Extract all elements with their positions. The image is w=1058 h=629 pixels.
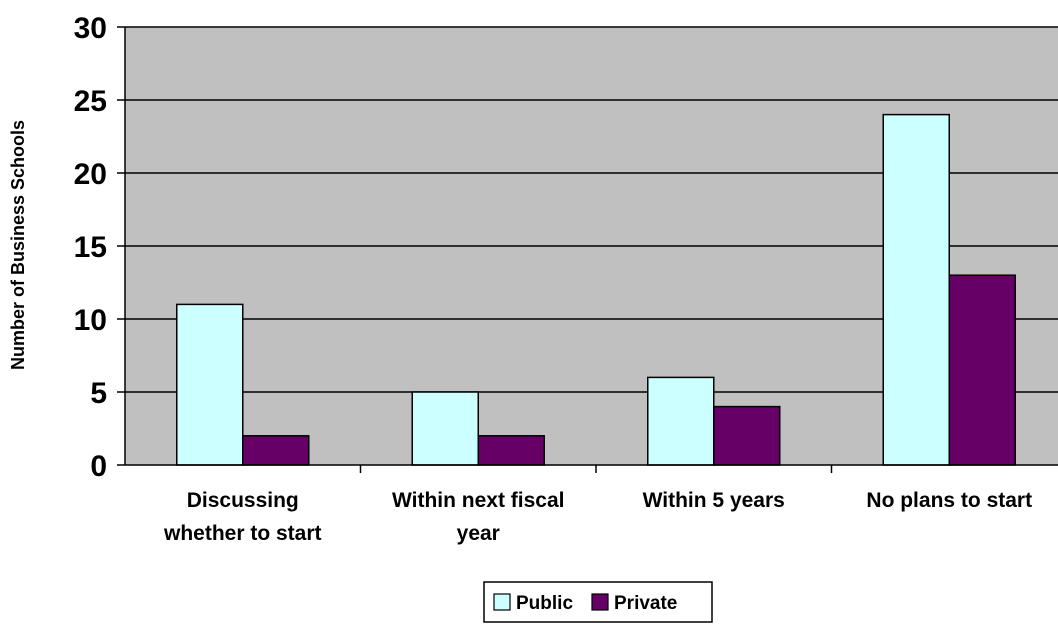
x-category-label: Within 5 years [643, 489, 785, 512]
legend: Public Private [483, 581, 713, 623]
legend-swatch-private [591, 593, 609, 611]
y-tick-label: 20 [74, 158, 107, 191]
bar-private [477, 435, 545, 466]
bar-private [713, 405, 781, 466]
y-tick-label: 15 [74, 231, 107, 264]
bar-private [242, 435, 310, 466]
legend-box [483, 581, 713, 623]
bar-public [411, 391, 479, 466]
y-tick-label: 5 [90, 377, 107, 410]
bar-public [882, 113, 950, 466]
x-category-label: whether to start [163, 522, 322, 545]
y-axis-title: Number of Business Schools [8, 120, 28, 370]
y-tick-label: 25 [74, 85, 107, 118]
legend-swatch-public [493, 593, 511, 611]
bar-public [647, 376, 715, 466]
x-category-label: Discussing [187, 489, 299, 512]
x-category-label: No plans to start [866, 489, 1032, 512]
bar-private [948, 274, 1016, 466]
legend-label-public: Public [516, 593, 573, 614]
x-category-label: year [457, 522, 500, 545]
x-category-label: Within next fiscal [392, 489, 565, 512]
y-tick-label: 0 [90, 450, 107, 483]
y-tick-label: 10 [74, 304, 107, 337]
legend-label-private: Private [614, 593, 677, 614]
bar-public [176, 303, 244, 466]
y-tick-label: 30 [74, 12, 107, 45]
